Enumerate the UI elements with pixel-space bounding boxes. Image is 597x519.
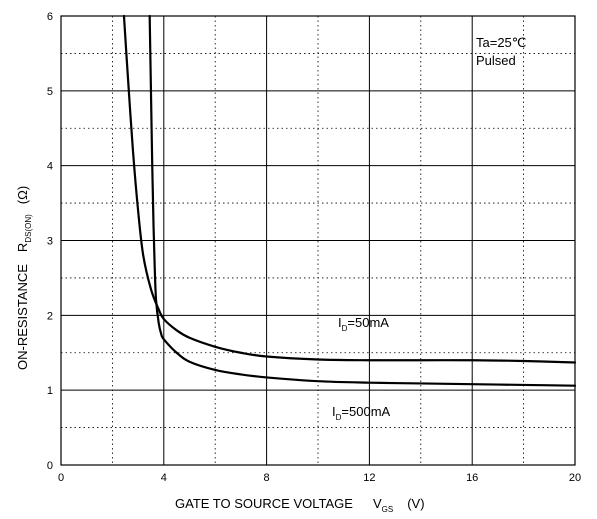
y-tick-label: 0 (47, 460, 53, 472)
x-tick-label: 20 (569, 472, 581, 484)
y-tick-label: 5 (47, 86, 53, 98)
major-grid (61, 16, 575, 465)
x-tick-label: 8 (264, 472, 270, 484)
y-axis-label: ON-RESISTANCERDS(ON)(Ω) (15, 186, 33, 370)
y-tick-label: 4 (47, 161, 53, 173)
series-line-id-500ma (148, 14, 577, 387)
y-tick-label: 1 (47, 385, 53, 397)
x-axis-label: GATE TO SOURCE VOLTAGE VGS (V) (175, 496, 425, 514)
condition-temp: Ta=25℃ (476, 35, 526, 50)
x-tick-label: 12 (363, 472, 375, 484)
x-tick-label: 16 (466, 472, 478, 484)
plot-frame (60, 15, 576, 466)
series-label-500ma: ID=500mA (332, 404, 391, 422)
series-line-id-50ma (122, 14, 577, 364)
y-tick-label: 6 (47, 11, 53, 23)
series-layer (122, 14, 577, 387)
x-tick-label: 4 (161, 472, 167, 484)
y-tick-label: 3 (47, 236, 53, 248)
condition-pulsed: Pulsed (476, 53, 516, 68)
series-label-50ma: ID=50mA (338, 315, 389, 333)
y-tick-label: 2 (47, 310, 53, 322)
x-tick-label: 0 (58, 472, 64, 484)
